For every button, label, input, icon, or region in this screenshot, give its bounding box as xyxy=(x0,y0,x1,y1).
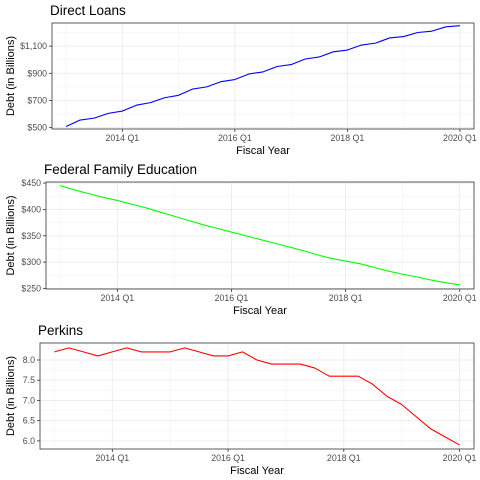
y-tick-label: $400 xyxy=(21,204,41,214)
y-tick-label: $350 xyxy=(21,231,41,241)
panel-border xyxy=(51,22,475,130)
x-tick-label: 2014 Q1 xyxy=(95,453,129,463)
panel-border xyxy=(39,342,475,450)
y-tick-label: $900 xyxy=(27,68,47,78)
x-tick-label: 2016 Q1 xyxy=(218,133,252,143)
y-tick-label: 7.0 xyxy=(23,395,35,405)
series-line xyxy=(65,25,460,128)
y-tick-label: 6.0 xyxy=(23,436,35,446)
y-axis-label: Debt (in Billions) xyxy=(5,356,17,436)
x-tick-label: 2014 Q1 xyxy=(100,293,134,303)
y-tick-label: $300 xyxy=(21,257,41,267)
y-axis-label: Debt (in Billions) xyxy=(5,36,17,116)
series-line xyxy=(60,185,460,286)
y-tick-label: $250 xyxy=(21,283,41,293)
x-axis-label: Fiscal Year xyxy=(236,145,290,157)
x-tick-label: 2020 Q1 xyxy=(443,453,477,463)
chart-panel-2: Federal Family Education 2014 Q1 2016 Q1 20… xyxy=(5,162,477,317)
x-tick-label: 2018 Q1 xyxy=(331,133,365,143)
x-tick-label: 2016 Q1 xyxy=(211,453,245,463)
x-tick-label: 2018 Q1 xyxy=(329,293,363,303)
y-tick-label: $700 xyxy=(27,95,47,105)
x-axis-label: Fiscal Year xyxy=(233,305,287,317)
chart-title: Perkins xyxy=(38,323,83,338)
x-tick-label: 2018 Q1 xyxy=(327,453,361,463)
x-tick-label: 2020 Q1 xyxy=(443,293,477,303)
x-axis-label: Fiscal Year xyxy=(230,465,284,477)
chart-panel-1: Direct Loans 2014 Q1 2016 Q1 2018 Q1 2020 Q1… xyxy=(5,3,477,157)
y-axis-label: Debt (in Billions) xyxy=(5,195,17,275)
x-tick-label: 2014 Q1 xyxy=(105,133,139,143)
y-tick-label: 7.5 xyxy=(23,375,35,385)
chart-title: Federal Family Education xyxy=(44,162,197,177)
chart-panel-3: Perkins 2014 Q1 2016 Q1 2018 Q1 2020 Q1 6.0 6.… xyxy=(5,323,477,477)
panel-border xyxy=(45,181,475,290)
panel-background xyxy=(40,343,474,449)
x-tick-label: 2020 Q1 xyxy=(443,133,477,143)
series-line xyxy=(54,347,460,446)
y-tick-label: $500 xyxy=(27,123,47,133)
x-tick-label: 2016 Q1 xyxy=(215,293,249,303)
chart-title: Direct Loans xyxy=(50,3,126,18)
y-tick-label: $1,100 xyxy=(20,41,47,51)
y-tick-label: 8.0 xyxy=(23,355,35,365)
y-tick-label: 6.5 xyxy=(23,416,35,426)
y-tick-label: $450 xyxy=(21,178,41,188)
panel-background xyxy=(52,23,474,129)
